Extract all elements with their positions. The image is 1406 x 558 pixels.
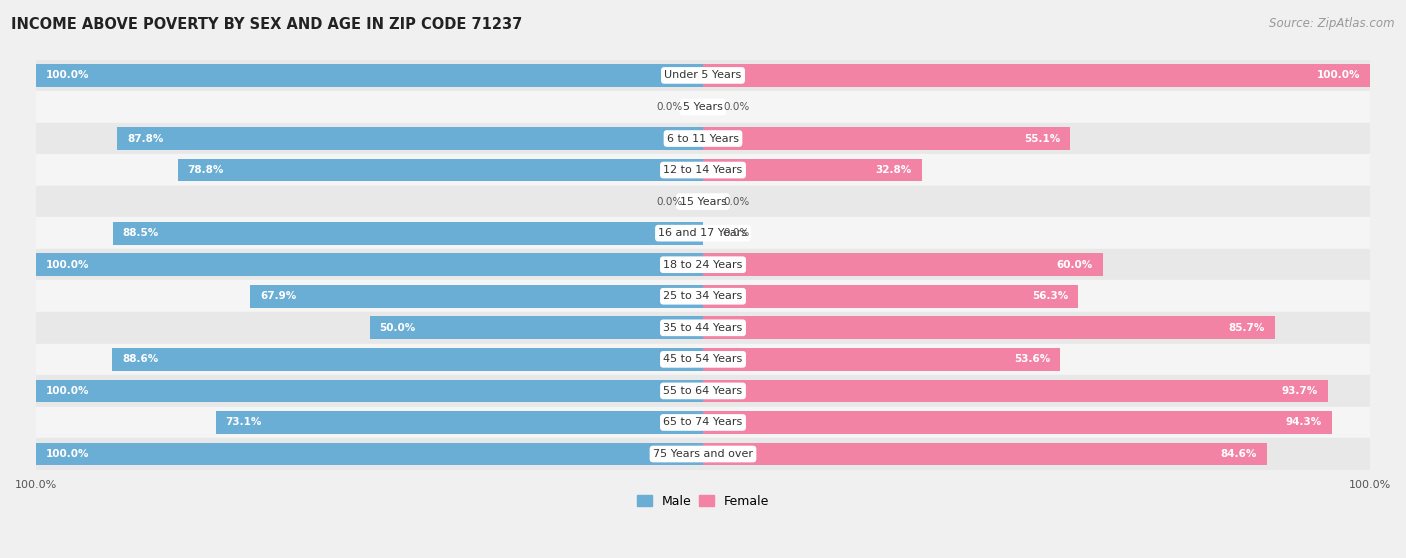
Bar (37, 407, 1369, 438)
Bar (37, 249, 1369, 281)
Text: 73.1%: 73.1% (225, 417, 262, 427)
Text: 6 to 11 Years: 6 to 11 Years (666, 133, 740, 143)
Text: 88.6%: 88.6% (122, 354, 159, 364)
Bar (37, 60, 1369, 91)
Bar (112, 222, 703, 244)
Text: 100.0%: 100.0% (46, 259, 90, 270)
Text: Under 5 Years: Under 5 Years (665, 70, 741, 80)
Bar (703, 253, 1104, 276)
Bar (112, 348, 703, 371)
Text: 55 to 64 Years: 55 to 64 Years (664, 386, 742, 396)
Bar (703, 158, 922, 181)
Bar (37, 281, 1369, 312)
Bar (37, 375, 1369, 407)
Text: 65 to 74 Years: 65 to 74 Years (664, 417, 742, 427)
Bar (703, 379, 1327, 402)
Text: 50.0%: 50.0% (380, 323, 416, 333)
Text: 85.7%: 85.7% (1227, 323, 1264, 333)
Text: Source: ZipAtlas.com: Source: ZipAtlas.com (1270, 17, 1395, 30)
Bar (250, 285, 703, 307)
Bar (703, 442, 1267, 465)
Bar (215, 411, 703, 434)
Bar (37, 438, 1369, 470)
Bar (703, 411, 1331, 434)
Bar (37, 186, 1369, 218)
Text: 78.8%: 78.8% (187, 165, 224, 175)
Text: 100.0%: 100.0% (46, 449, 90, 459)
Text: 87.8%: 87.8% (128, 133, 165, 143)
Bar (37, 253, 703, 276)
Text: 0.0%: 0.0% (723, 228, 749, 238)
Bar (703, 64, 1369, 87)
Bar (703, 127, 1070, 150)
Bar (37, 312, 1369, 344)
Text: 100.0%: 100.0% (46, 386, 90, 396)
Text: 100.0%: 100.0% (1316, 70, 1360, 80)
Text: 67.9%: 67.9% (260, 291, 297, 301)
Text: 32.8%: 32.8% (876, 165, 911, 175)
Text: 45 to 54 Years: 45 to 54 Years (664, 354, 742, 364)
Text: 0.0%: 0.0% (723, 102, 749, 112)
Text: 60.0%: 60.0% (1057, 259, 1092, 270)
Bar (37, 218, 1369, 249)
Text: 15 Years: 15 Years (679, 196, 727, 206)
Bar (118, 127, 703, 150)
Bar (703, 285, 1078, 307)
Bar (37, 64, 703, 87)
Text: 55.1%: 55.1% (1024, 133, 1060, 143)
Legend: Male, Female: Male, Female (631, 490, 775, 513)
Text: 53.6%: 53.6% (1014, 354, 1050, 364)
Text: 16 and 17 Years: 16 and 17 Years (658, 228, 748, 238)
Text: 94.3%: 94.3% (1285, 417, 1322, 427)
Text: 56.3%: 56.3% (1032, 291, 1069, 301)
Text: 25 to 34 Years: 25 to 34 Years (664, 291, 742, 301)
Bar (37, 91, 1369, 123)
Text: 93.7%: 93.7% (1282, 386, 1317, 396)
Text: INCOME ABOVE POVERTY BY SEX AND AGE IN ZIP CODE 71237: INCOME ABOVE POVERTY BY SEX AND AGE IN Z… (11, 17, 523, 32)
Text: 0.0%: 0.0% (657, 196, 683, 206)
Text: 0.0%: 0.0% (723, 196, 749, 206)
Text: 88.5%: 88.5% (122, 228, 159, 238)
Text: 75 Years and over: 75 Years and over (652, 449, 754, 459)
Text: 18 to 24 Years: 18 to 24 Years (664, 259, 742, 270)
Bar (370, 316, 703, 339)
Bar (37, 379, 703, 402)
Bar (177, 158, 703, 181)
Bar (37, 123, 1369, 155)
Bar (703, 348, 1060, 371)
Text: 12 to 14 Years: 12 to 14 Years (664, 165, 742, 175)
Text: 35 to 44 Years: 35 to 44 Years (664, 323, 742, 333)
Text: 0.0%: 0.0% (657, 102, 683, 112)
Text: 84.6%: 84.6% (1220, 449, 1257, 459)
Text: 100.0%: 100.0% (46, 70, 90, 80)
Bar (703, 316, 1274, 339)
Bar (37, 155, 1369, 186)
Text: 5 Years: 5 Years (683, 102, 723, 112)
Bar (37, 344, 1369, 375)
Bar (37, 442, 703, 465)
